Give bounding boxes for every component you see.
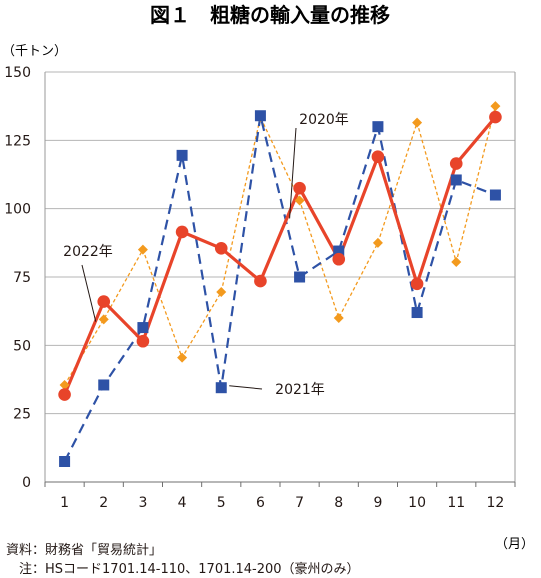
data-point-square: [450, 174, 462, 186]
data-point-circle: [489, 110, 502, 124]
data-point-square: [176, 149, 188, 161]
chart-title: 図１ 粗糖の輸入量の推移: [150, 3, 390, 27]
data-point-circle: [136, 334, 150, 348]
x-tick-label: 8: [334, 495, 343, 511]
x-tick-label: 1: [60, 495, 69, 511]
data-point-diamond: [412, 117, 423, 128]
data-point-square: [254, 110, 266, 122]
y-tick-label: 125: [4, 133, 31, 149]
data-point-diamond: [98, 314, 109, 325]
y-tick-label: 75: [13, 270, 31, 286]
series-label-leader: [81, 264, 97, 322]
series-line-circle: [63, 116, 497, 396]
data-point-circle: [332, 252, 346, 266]
data-point-square: [411, 307, 423, 319]
axes: [44, 72, 516, 487]
data-point-circle: [449, 157, 463, 170]
data-point-square: [98, 379, 110, 391]
x-tick-label: 3: [138, 495, 147, 511]
x-tick-label: 2: [99, 495, 108, 511]
x-tick-label: 7: [295, 495, 304, 511]
x-tick-label: 4: [178, 495, 187, 511]
data-point-square: [333, 245, 345, 257]
data-point-diamond: [294, 195, 305, 206]
series-label: 2020年: [299, 112, 349, 128]
series-label: 2021年: [275, 382, 325, 398]
data-point-circle: [371, 150, 385, 164]
series-label-leader: [289, 127, 297, 219]
y-tick-label: 25: [13, 407, 31, 423]
data-point-diamond: [372, 237, 383, 248]
x-tick-label: 9: [373, 495, 382, 511]
data-point-circle: [175, 225, 189, 239]
x-tick-label: 6: [256, 495, 265, 511]
source-note: 資料：財務省「貿易統計」: [6, 543, 163, 558]
x-tick-label: 12: [487, 495, 505, 511]
y-tick-label: 100: [4, 202, 31, 218]
y-tick-label: 150: [4, 65, 31, 81]
grid: [45, 71, 515, 483]
data-point-diamond: [177, 352, 188, 363]
series-line-square: [63, 114, 496, 463]
series-layer: [58, 101, 502, 467]
data-point-square: [294, 271, 306, 283]
series-label: 2022年: [63, 244, 113, 260]
data-point-diamond: [137, 244, 148, 255]
data-point-circle: [410, 277, 424, 291]
data-point-square: [489, 189, 501, 201]
y-tick-label: 50: [13, 338, 31, 354]
data-point-diamond: [490, 101, 501, 112]
y-tick-label: 0: [22, 475, 31, 491]
x-tick-label: 5: [217, 495, 226, 511]
data-point-square: [137, 322, 149, 334]
annotations: 2020年 2021年 2022年: [63, 112, 349, 398]
footnote: 注：HSコード1701.14-110、1701.14-200（豪州のみ）: [6, 562, 360, 577]
x-tick-label: 10: [408, 495, 426, 511]
data-point-circle: [254, 274, 267, 288]
data-point-square: [372, 121, 384, 133]
data-point-diamond: [59, 379, 70, 390]
data-point-square: [59, 456, 71, 467]
x-tick-label: 11: [447, 495, 465, 511]
series-label-leader: [229, 385, 263, 390]
data-point-square: [215, 382, 227, 394]
y-unit-label: （千トン）: [2, 44, 67, 59]
data-point-circle: [97, 295, 111, 308]
data-point-diamond: [333, 313, 344, 323]
data-point-circle: [293, 181, 306, 195]
x-unit-label: （月）: [495, 537, 534, 552]
data-point-diamond: [451, 256, 462, 267]
data-point-diamond: [216, 287, 227, 298]
data-point-circle: [58, 388, 71, 401]
series-line-diamond: [64, 106, 497, 386]
data-point-circle: [214, 242, 228, 255]
